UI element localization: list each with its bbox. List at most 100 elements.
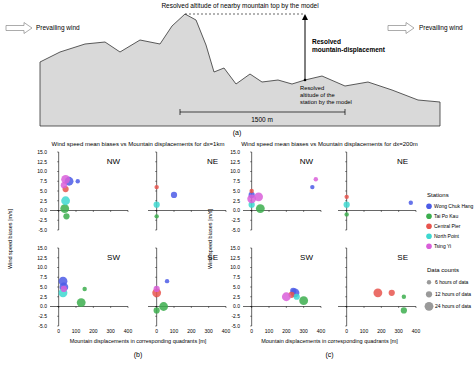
point xyxy=(389,290,395,296)
size-legend-label: 24 hours of data xyxy=(435,303,471,309)
y-tick xyxy=(57,200,59,201)
y-tick xyxy=(155,326,157,327)
size-legend-label: 12 hours of data xyxy=(435,291,471,297)
x-tick xyxy=(110,307,111,309)
y-tick xyxy=(345,296,347,297)
point xyxy=(256,204,265,213)
displacement-label: Resolved xyxy=(312,38,341,45)
x-tick xyxy=(381,307,382,309)
y-tick-label: 0.0 xyxy=(233,303,240,309)
displacement-label: mountain-displacement xyxy=(312,46,386,54)
legend-label: North Point xyxy=(434,233,460,239)
panel-label: (b) xyxy=(134,351,143,359)
panel-title: Wind speed mean biases vs Mountain displ… xyxy=(241,141,418,147)
y-tick xyxy=(345,210,347,211)
y-tick xyxy=(57,230,59,231)
y-tick xyxy=(155,248,157,249)
point xyxy=(76,179,80,183)
y-axis-label: Wind speed biases [m/s] xyxy=(7,209,13,269)
y-tick xyxy=(345,161,347,162)
y-tick-label: 2.5 xyxy=(233,294,240,300)
subplot-title: NW xyxy=(107,157,121,166)
x-tick xyxy=(93,211,94,213)
subplot: 0100200300400-5.0-2.50.02.55.07.510.012.… xyxy=(230,245,325,334)
y-tick-label: 0.0 xyxy=(233,207,240,213)
y-tick xyxy=(57,326,59,327)
x-axis-line xyxy=(50,306,128,307)
x-tick xyxy=(174,211,175,213)
y-tick xyxy=(57,191,59,192)
y-tick xyxy=(250,287,252,288)
y-tick xyxy=(57,267,59,268)
point xyxy=(154,202,160,208)
y-axis-line xyxy=(58,248,59,326)
x-tick xyxy=(398,211,399,213)
y-tick-label: 5.0 xyxy=(233,188,240,194)
x-tick xyxy=(191,307,192,309)
point xyxy=(171,192,177,198)
y-tick xyxy=(345,181,347,182)
wind-arrow xyxy=(388,23,414,34)
y-tick-label: 10.0 xyxy=(37,264,47,270)
x-tick xyxy=(226,307,227,309)
x-tick-label: 200 xyxy=(377,328,386,334)
y-tick-label: -5.0 xyxy=(38,323,47,329)
point xyxy=(61,196,70,205)
station-point xyxy=(304,79,307,82)
x-tick xyxy=(346,211,347,213)
y-tick xyxy=(155,152,157,153)
subplot: 0100200300400SE xyxy=(148,248,230,334)
size-legend-marker xyxy=(427,280,431,284)
x-tick xyxy=(226,211,227,213)
y-tick xyxy=(250,306,252,307)
x-tick-label: 300 xyxy=(394,328,403,334)
y-tick xyxy=(250,181,252,182)
point xyxy=(154,307,160,313)
x-tick xyxy=(286,211,287,213)
y-tick-label: 15.0 xyxy=(230,245,240,251)
points xyxy=(373,288,407,313)
legend-marker xyxy=(426,214,432,220)
subplot-title: SW xyxy=(107,253,120,262)
x-tick xyxy=(398,307,399,309)
figure: Resolved altitude of nearby mountain top… xyxy=(0,0,474,390)
y-tick-label: 5.0 xyxy=(40,284,47,290)
point xyxy=(344,195,348,199)
size-legend-label: 6 hours of data xyxy=(435,279,469,285)
x-tick-label: 100 xyxy=(265,328,274,334)
point xyxy=(401,307,407,313)
x-tick xyxy=(76,307,77,309)
y-tick xyxy=(345,220,347,221)
station-label: station by the model xyxy=(300,99,352,105)
points xyxy=(59,277,87,307)
point xyxy=(154,286,160,292)
y-tick-label: 15.0 xyxy=(230,149,240,155)
y-tick-label: 12.5 xyxy=(37,159,47,165)
x-tick-label: 0 xyxy=(57,328,60,334)
point xyxy=(344,202,350,208)
size-legend-title: Data counts xyxy=(427,267,459,273)
x-tick xyxy=(128,307,129,309)
y-tick xyxy=(250,248,252,249)
subplot-title: NW xyxy=(300,157,314,166)
points xyxy=(282,288,308,305)
x-tick xyxy=(416,211,417,213)
y-axis-line xyxy=(346,152,347,230)
x-tick xyxy=(208,211,209,213)
x-tick-label: 300 xyxy=(204,328,213,334)
point xyxy=(77,298,86,307)
point xyxy=(60,204,69,213)
y-tick-label: -5.0 xyxy=(38,227,47,233)
wind-label: Prevailing wind xyxy=(36,24,80,32)
y-tick xyxy=(250,220,252,221)
legend-label: Tai Po Kau xyxy=(434,213,458,219)
y-tick xyxy=(57,296,59,297)
y-tick xyxy=(250,296,252,297)
x-tick-label: 0 xyxy=(155,328,158,334)
y-tick xyxy=(250,277,252,278)
y-tick xyxy=(345,230,347,231)
y-tick-label: 15.0 xyxy=(37,245,47,251)
y-tick xyxy=(345,257,347,258)
x-tick xyxy=(128,211,129,213)
y-axis-line xyxy=(58,152,59,230)
